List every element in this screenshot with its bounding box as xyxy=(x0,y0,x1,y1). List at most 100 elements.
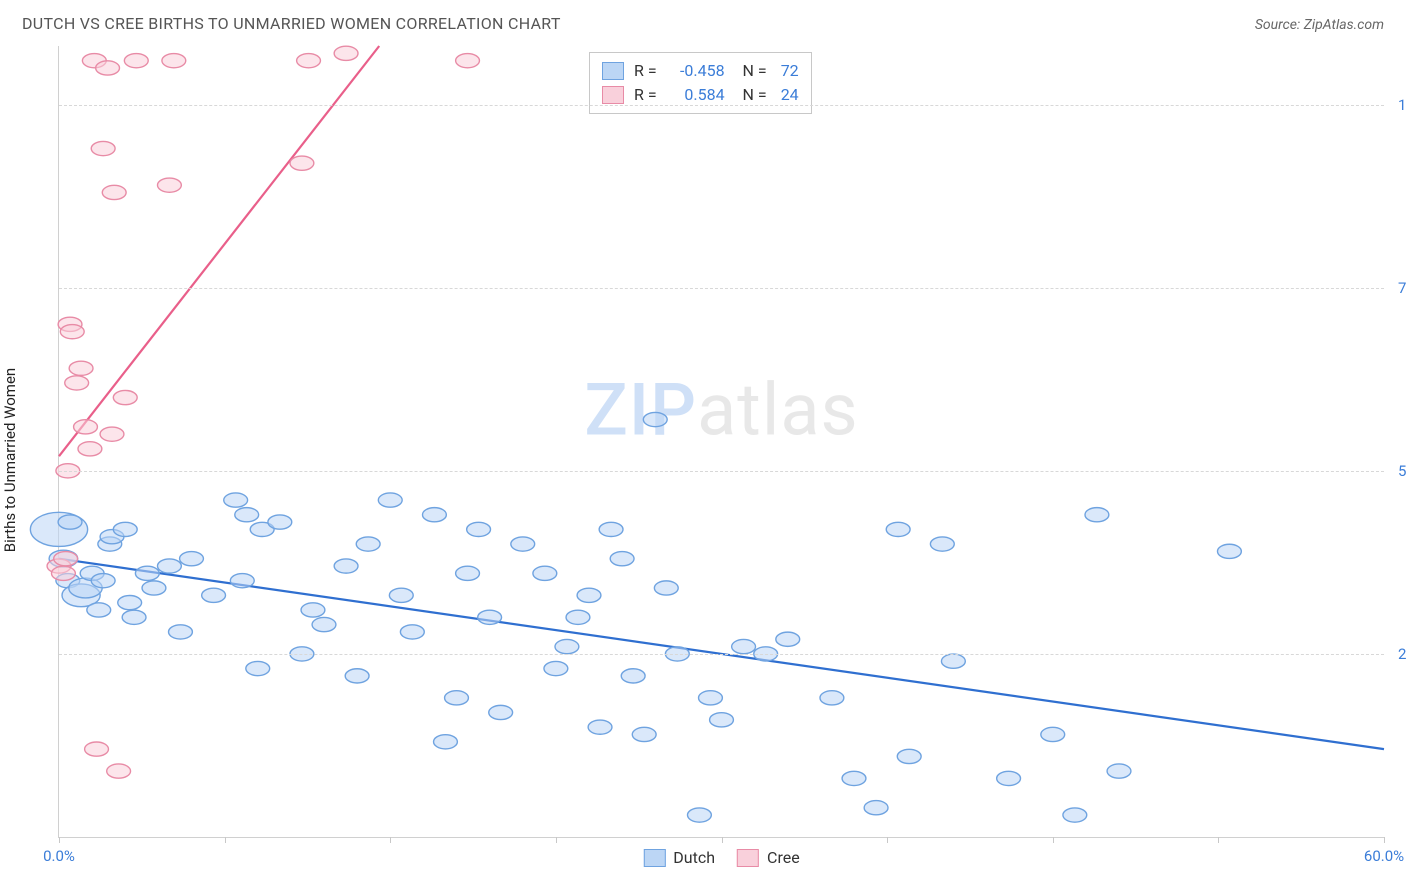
x-tick xyxy=(1053,837,1054,843)
data-point xyxy=(69,361,93,375)
data-point xyxy=(842,771,866,785)
x-tick xyxy=(225,837,226,843)
data-point xyxy=(1041,727,1065,741)
data-point xyxy=(180,552,204,566)
data-point xyxy=(445,691,469,705)
data-point xyxy=(78,442,102,456)
y-tick-label: 100.0% xyxy=(1390,96,1406,114)
trend-line xyxy=(59,46,379,456)
chart-container: Births to Unmarried Women ZIPatlas R =-0… xyxy=(22,46,1384,874)
data-point xyxy=(1063,808,1087,822)
data-point xyxy=(122,610,146,624)
y-tick-label: 25.0% xyxy=(1390,645,1406,663)
data-point xyxy=(162,54,186,68)
data-point xyxy=(113,390,137,404)
data-point xyxy=(820,691,844,705)
data-point xyxy=(124,54,148,68)
data-point xyxy=(533,566,557,580)
data-point xyxy=(60,325,84,339)
x-tick xyxy=(1218,837,1219,843)
data-point xyxy=(632,727,656,741)
data-point xyxy=(169,625,193,639)
data-point xyxy=(230,574,254,588)
data-point xyxy=(202,588,226,602)
plot-area: ZIPatlas R =-0.458 N = 72R =0.584 N = 24… xyxy=(58,46,1384,838)
data-point xyxy=(268,515,292,529)
stats-row: R =-0.458 N = 72 xyxy=(602,59,799,83)
data-point xyxy=(610,552,634,566)
legend-label: Cree xyxy=(767,848,800,867)
stat-r-label: R = xyxy=(634,83,657,107)
data-point xyxy=(157,178,181,192)
data-point xyxy=(886,522,910,536)
y-tick-label: 75.0% xyxy=(1390,279,1406,297)
data-point xyxy=(1217,544,1241,558)
data-point xyxy=(776,632,800,646)
legend-label: Dutch xyxy=(673,848,715,867)
legend-swatch xyxy=(602,62,624,80)
y-axis-label: Births to Unmarried Women xyxy=(1,368,19,552)
series-legend: Dutch Cree xyxy=(643,848,799,867)
data-point xyxy=(599,522,623,536)
data-point xyxy=(544,661,568,675)
data-point xyxy=(65,376,89,390)
x-tick-label: 0.0% xyxy=(43,847,75,865)
data-point xyxy=(699,691,723,705)
data-point xyxy=(930,537,954,551)
data-point xyxy=(577,588,601,602)
x-tick xyxy=(1384,837,1385,843)
data-point xyxy=(135,566,159,580)
data-point xyxy=(345,669,369,683)
gridline xyxy=(59,654,1384,655)
stat-r-value: 0.584 xyxy=(667,83,725,107)
scatter-svg xyxy=(59,46,1384,837)
data-point xyxy=(1107,764,1131,778)
data-point xyxy=(489,705,513,719)
data-point xyxy=(400,625,424,639)
stat-r-value: -0.458 xyxy=(667,59,725,83)
stat-n-value: 24 xyxy=(777,83,799,107)
data-point xyxy=(997,771,1021,785)
x-tick xyxy=(390,837,391,843)
data-point xyxy=(118,596,142,610)
legend-item: Dutch xyxy=(643,848,715,867)
data-point xyxy=(142,581,166,595)
data-point xyxy=(897,749,921,763)
data-point xyxy=(312,617,336,631)
data-point xyxy=(687,808,711,822)
data-point xyxy=(102,185,126,199)
data-point xyxy=(511,537,535,551)
data-point xyxy=(334,559,358,573)
data-point xyxy=(467,522,491,536)
data-point xyxy=(297,54,321,68)
data-point xyxy=(643,412,667,426)
data-point xyxy=(157,559,181,573)
x-tick xyxy=(722,837,723,843)
data-point xyxy=(96,61,120,75)
data-point xyxy=(334,46,358,60)
data-point xyxy=(654,581,678,595)
data-point xyxy=(91,141,115,155)
stat-r-label: R = xyxy=(634,59,657,83)
data-point xyxy=(235,508,259,522)
data-point xyxy=(456,54,480,68)
gridline xyxy=(59,471,1384,472)
legend-item: Cree xyxy=(737,848,800,867)
stat-n-label: N = xyxy=(735,59,767,83)
stat-n-label: N = xyxy=(735,83,767,107)
data-point xyxy=(566,610,590,624)
data-point xyxy=(246,661,270,675)
data-point xyxy=(456,566,480,580)
data-point xyxy=(378,493,402,507)
data-point xyxy=(224,493,248,507)
data-point xyxy=(107,764,131,778)
data-point xyxy=(710,713,734,727)
x-tick xyxy=(59,837,60,843)
data-point xyxy=(301,603,325,617)
data-point xyxy=(621,669,645,683)
legend-swatch xyxy=(602,86,624,104)
x-tick xyxy=(556,837,557,843)
data-point xyxy=(58,515,82,529)
data-point xyxy=(941,654,965,668)
chart-title: DUTCH VS CREE BIRTHS TO UNMARRIED WOMEN … xyxy=(22,14,561,33)
